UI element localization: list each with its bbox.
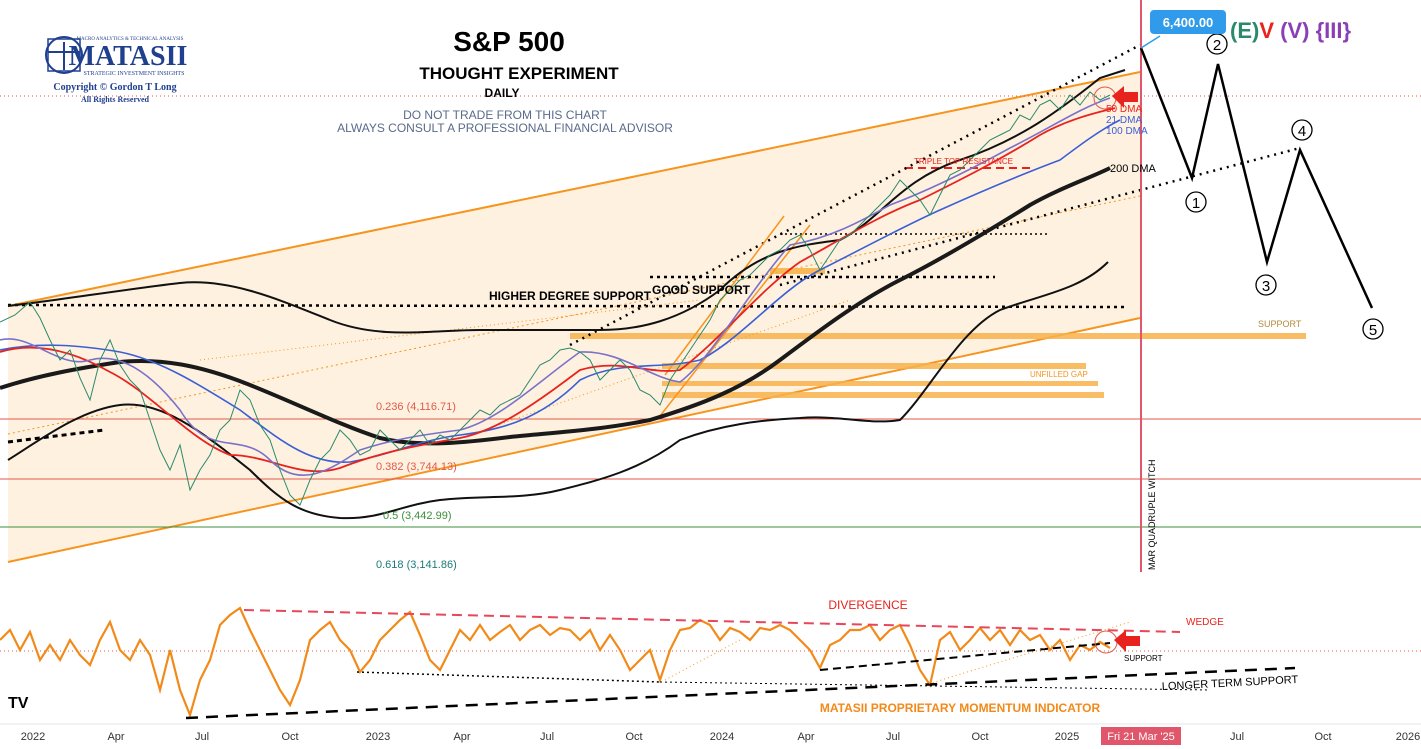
support-label: SUPPORT — [1258, 319, 1302, 329]
wedge-label: WEDGE — [1186, 617, 1224, 628]
copyright-text: Copyright © Gordon T Long — [53, 82, 176, 93]
x-axis-tick-label: 2025 — [1055, 731, 1079, 743]
timeframe-label: DAILY — [485, 86, 520, 100]
good-support-label: GOOD SUPPORT — [652, 283, 751, 297]
x-axis-tick-label: Oct — [971, 731, 988, 743]
chart-subtitle: THOUGHT EXPERIMENT — [419, 64, 619, 83]
red-arrow-icon — [1112, 86, 1138, 108]
x-axis-current-date-bg — [1101, 727, 1181, 745]
ma100-line — [0, 119, 1121, 463]
x-axis-tick-label: Jul — [886, 731, 900, 743]
fib-label-05: 0.5 (3,442.99) — [383, 510, 452, 522]
left-support-line — [7, 428, 105, 444]
divergence-line — [243, 609, 1181, 633]
x-axis-tick-label: 2024 — [710, 731, 734, 743]
price-flag — [1150, 10, 1226, 34]
x-axis-tick-label: Fri 21 Mar '25 — [1107, 731, 1175, 743]
channel-fill — [8, 72, 1140, 562]
channel-upper-line — [7, 71, 1141, 307]
svg-text:2: 2 — [1213, 37, 1221, 54]
svg-text:4: 4 — [1298, 123, 1306, 140]
ma100-label: 100 DMA — [1106, 126, 1148, 137]
price-flag-label: 6,400.00 — [1163, 15, 1214, 30]
ma200-label: 200 DMA — [1110, 163, 1157, 175]
wave-5-marker: 5 — [1362, 318, 1384, 340]
rights-text: All Rights Reserved — [81, 95, 150, 104]
x-axis-tick-label: Oct — [281, 731, 298, 743]
x-axis-tick-label: 2022 — [21, 731, 45, 743]
triple-top-label: TRIPLE TOP RESISTANCE — [914, 157, 1013, 166]
svg-text:1: 1 — [1192, 195, 1200, 212]
ma50-label: 50 DMA — [1106, 104, 1142, 115]
momentum-support-label: SUPPORT — [1124, 654, 1163, 663]
x-axis-tick-label: Apr — [453, 731, 470, 743]
x-axis: 2022 Apr Jul Oct 2023 Apr Jul Oct 2024 Apr Jul Oct 2… — [21, 727, 1420, 745]
x-axis-tick-label: Jul — [540, 731, 554, 743]
ma50-line — [0, 107, 1116, 473]
momentum-indicator-title: MATASII PROPRIETARY MOMENTUM INDICATOR — [820, 701, 1101, 715]
x-axis-tick-label: Apr — [107, 731, 124, 743]
wave-3-marker: 3 — [1255, 274, 1277, 296]
support-zone — [570, 333, 1306, 339]
gap-zone-3 — [662, 392, 1104, 398]
logo-top-text: MACRO ANALYTICS & TECHNICAL ANALYSIS — [77, 37, 184, 42]
projection-path — [1139, 47, 1374, 309]
divergence-label: DIVERGENCE — [828, 598, 907, 612]
x-axis-tick-label: 2023 — [366, 731, 390, 743]
ma21-label: 21 DMA — [1106, 115, 1142, 126]
tradingview-logo: TV — [8, 695, 29, 712]
momentum-red-arrow-icon — [1114, 630, 1140, 652]
momentum-line — [0, 606, 1111, 719]
orange-dotted-1 — [469, 299, 851, 436]
x-axis-tick-label: Jul — [1230, 731, 1244, 743]
warning-2: ALWAYS CONSULT A PROFESSIONAL FINANCIAL … — [337, 121, 673, 135]
chart-title: S&P 500 — [453, 26, 565, 57]
gap-zone-1 — [662, 363, 1086, 369]
svg-text:3: 3 — [1262, 278, 1270, 295]
logo-name: MATASII — [69, 41, 188, 72]
trend-dotted-1 — [569, 43, 1141, 347]
x-axis-tick-label: Oct — [625, 731, 642, 743]
longer-term-support-line-2 — [659, 681, 1211, 691]
higher-degree-support-line — [7, 303, 1129, 309]
vitruvian-icon — [45, 36, 83, 74]
wedge-lower-line — [819, 642, 1111, 671]
x-axis-tick-label: Jul — [195, 731, 209, 743]
wave-4-marker: 4 — [1291, 119, 1313, 141]
warning-1: DO NOT TRADE FROM THIS CHART — [403, 108, 607, 122]
fib-label-0236: 0.236 (4,116.71) — [376, 401, 456, 413]
wedge-support-line — [356, 671, 661, 683]
wave-2-marker: 2 — [1206, 33, 1228, 55]
gap-zone-2 — [662, 381, 1098, 386]
x-axis-tick-label: 2026 — [1396, 731, 1420, 743]
wave-1-marker: 1 — [1185, 191, 1207, 213]
channel-lower-line — [7, 317, 1141, 563]
price-line — [0, 91, 1111, 506]
wave-label: (E)V (V) {III} — [1230, 18, 1351, 43]
unfilled-gap-label: UNFILLED GAP — [1030, 370, 1088, 379]
x-axis-tick-label: Apr — [797, 731, 814, 743]
longer-term-support-line — [185, 666, 1296, 720]
target-leader — [1140, 35, 1161, 49]
trend-dotted-2 — [779, 146, 1301, 287]
witch-label: MAR QUADRUPLE WITCH — [1147, 459, 1157, 570]
momentum-orange-dotted — [664, 639, 741, 681]
ma200-line — [0, 166, 1111, 446]
good-support-zone — [770, 268, 825, 274]
logo-tagline: STRATEGIC INVESTMENT INSIGHTS — [84, 71, 185, 77]
x-axis-tick-label: Oct — [1314, 731, 1331, 743]
matasii-logo: MACRO ANALYTICS & TECHNICAL ANALYSIS MAT… — [45, 36, 188, 104]
ma21-line — [0, 97, 1111, 477]
fib-label-0618: 0.618 (3,141.86) — [376, 559, 457, 571]
fib-label-0382: 0.382 (3,744.13) — [376, 461, 457, 473]
higher-degree-support-label: HIGHER DEGREE SUPPORT — [489, 289, 652, 303]
svg-text:5: 5 — [1369, 322, 1377, 339]
upper-band-line — [7, 69, 1126, 334]
momentum-orange-dotted-2 — [924, 621, 1131, 686]
longer-term-support-label: LONGER TERM SUPPORT — [1162, 674, 1299, 693]
